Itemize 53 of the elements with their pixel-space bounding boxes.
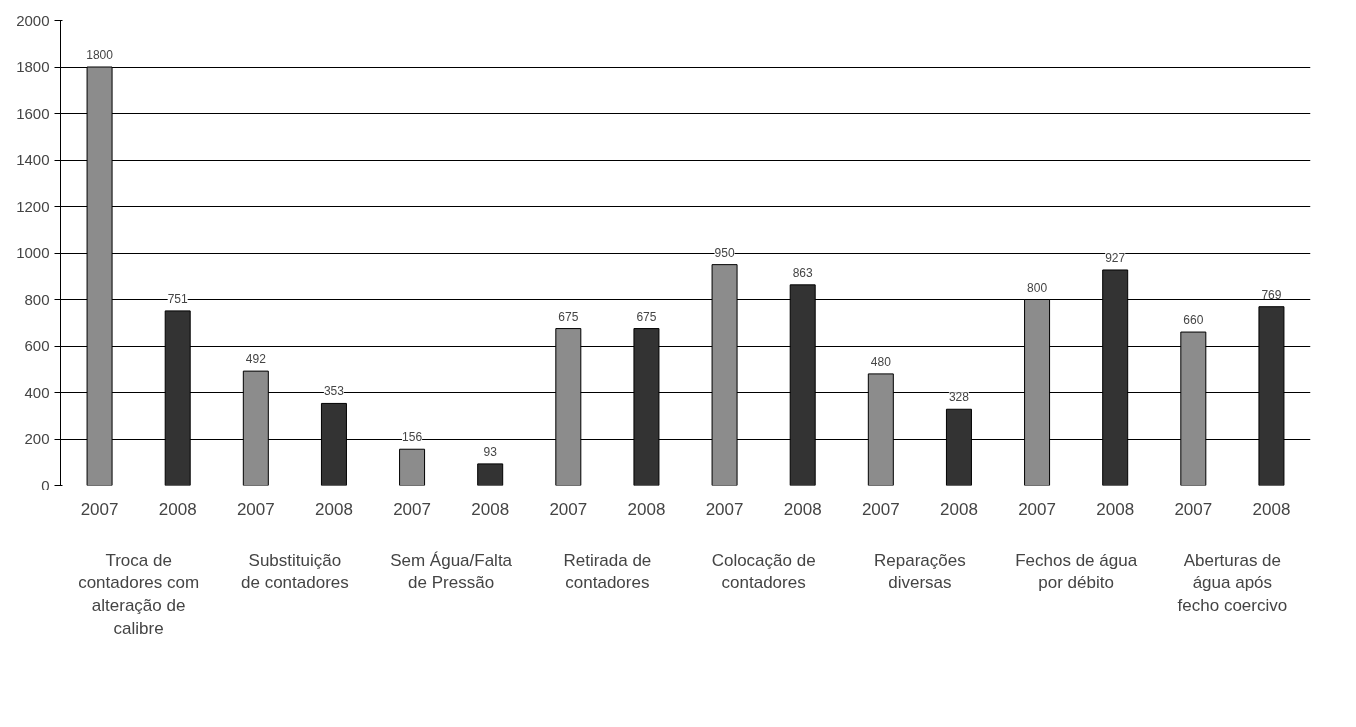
data-label: 675 <box>558 309 579 324</box>
data-label: 1800 <box>86 48 114 62</box>
data-label: 927 <box>1105 250 1126 265</box>
y-tick-label: 1000 <box>16 244 50 261</box>
text: 2008 <box>471 499 510 519</box>
y-tick-label: 0 <box>41 476 50 494</box>
data-label: 675 <box>636 309 657 324</box>
y-tick-label: 600 <box>24 337 50 354</box>
text: 2008 <box>783 499 822 519</box>
text: 2008 <box>940 499 978 519</box>
text: 2008 <box>1096 499 1135 519</box>
data-label: 156 <box>402 430 423 445</box>
data-label: 751 <box>167 291 189 306</box>
bar <box>477 463 504 486</box>
text: 2007 <box>861 499 900 519</box>
x-tick-label: Sem Água/Falta de Pressão <box>390 550 513 593</box>
y-tick-label: 400 <box>24 383 50 401</box>
data-label: 353 <box>323 384 345 399</box>
y-tick-label: 1600 <box>16 104 50 122</box>
data-label: 328 <box>948 390 970 405</box>
y-tick-label: 1400 <box>16 151 50 168</box>
text: 2007 <box>393 499 431 519</box>
y-tick-label: 1200 <box>16 197 50 215</box>
text: 2007 <box>1018 499 1056 519</box>
text: 2007 <box>549 499 588 519</box>
data-label: 660 <box>1183 313 1204 328</box>
data-label: 769 <box>1261 287 1282 302</box>
data-label: 950 <box>714 245 735 260</box>
x-tick-label: Substituição de contadores <box>241 550 349 593</box>
data-label: 800 <box>1027 280 1048 295</box>
y-tick-label: 200 <box>24 430 50 447</box>
y-tick-label: 800 <box>24 290 50 308</box>
series-label: 2008 <box>158 499 197 519</box>
x-tick-label: Reparações diversas <box>874 550 966 593</box>
y-tick-label: 2000 <box>16 11 50 29</box>
series-label: 2007 <box>1174 499 1213 519</box>
text: 2007 <box>705 499 744 519</box>
text: 2008 <box>1252 499 1291 519</box>
text: 2008 <box>627 499 666 519</box>
x-tick-label: Fechos de água por débito <box>1015 550 1138 593</box>
x-tick-label: Colocação de contadores <box>711 550 816 593</box>
data-label: 863 <box>792 265 814 280</box>
x-tick-label: Aberturas de água após fecho coercivo <box>1177 550 1288 616</box>
x-tick-label: Troca de contadores com alteração de calibre <box>78 550 200 638</box>
x-tick-label: Retirada de contadores <box>563 550 652 593</box>
bar <box>399 448 426 486</box>
text: 2008 <box>315 499 353 519</box>
data-label: 480 <box>870 354 892 369</box>
text: 2007 <box>80 499 119 519</box>
y-tick-label: 1800 <box>16 58 50 75</box>
data-label: 492 <box>245 352 267 367</box>
text: 2007 <box>236 499 275 519</box>
data-label: 93 <box>483 444 498 459</box>
